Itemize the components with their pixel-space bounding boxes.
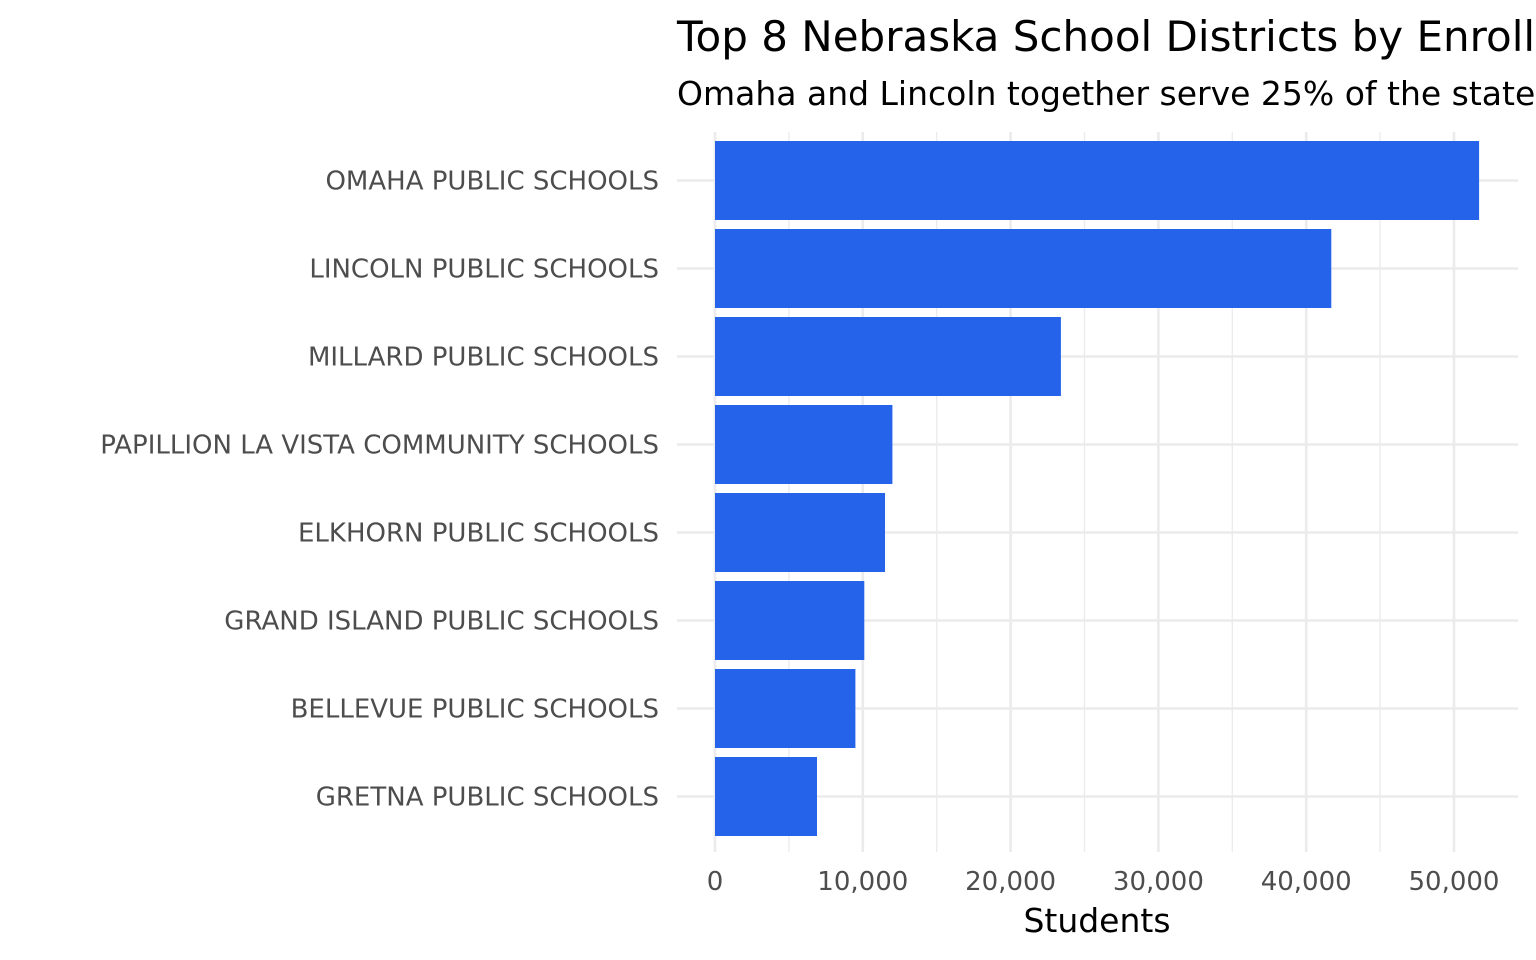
x-tick-label: 40,000 [1261, 867, 1352, 897]
y-tick-label: GRAND ISLAND PUBLIC SCHOOLS [224, 607, 659, 637]
bar [715, 141, 1480, 220]
y-tick-label: OMAHA PUBLIC SCHOOLS [325, 167, 659, 197]
chart-title: Top 8 Nebraska School Districts by Enrol… [676, 12, 1536, 61]
y-tick-label: LINCOLN PUBLIC SCHOOLS [309, 255, 659, 285]
chart-subtitle: Omaha and Lincoln together serve 25% of … [677, 74, 1536, 113]
y-tick-label: MILLARD PUBLIC SCHOOLS [308, 343, 659, 373]
x-tick-label: 30,000 [1113, 867, 1204, 897]
x-tick-label: 20,000 [965, 867, 1056, 897]
y-axis-tick-labels: OMAHA PUBLIC SCHOOLS LINCOLN PUBLIC SCHOO… [100, 167, 659, 813]
bars [715, 141, 1480, 836]
bar [715, 669, 856, 748]
y-tick-label: PAPILLION LA VISTA COMMUNITY SCHOOLS [100, 431, 659, 461]
bar [715, 229, 1332, 308]
y-tick-label: ELKHORN PUBLIC SCHOOLS [298, 519, 659, 549]
x-tick-label: 0 [707, 867, 724, 897]
x-axis-tick-labels: 0 10,000 20,000 30,000 40,000 50,000 [707, 867, 1500, 897]
x-tick-label: 10,000 [817, 867, 908, 897]
y-tick-label: GRETNA PUBLIC SCHOOLS [316, 783, 659, 813]
bar [715, 493, 885, 572]
bar [715, 757, 817, 836]
bar [715, 581, 865, 660]
bar [715, 317, 1061, 396]
x-tick-label: 50,000 [1409, 867, 1500, 897]
x-axis-label: Students [1023, 901, 1170, 940]
bar [715, 405, 893, 484]
y-tick-label: BELLEVUE PUBLIC SCHOOLS [291, 695, 659, 725]
